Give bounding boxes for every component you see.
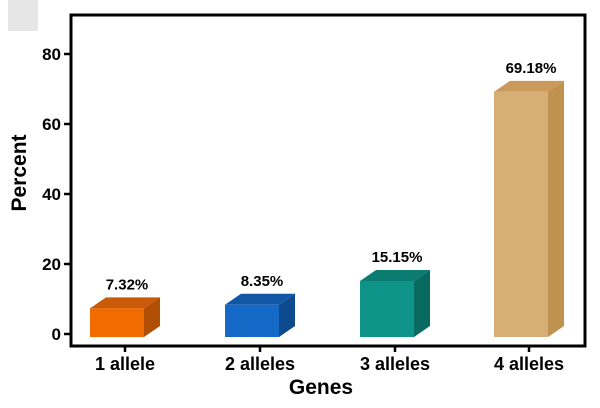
x-axis: 1 allele 2 alleles 3 alleles 4 alleles (95, 346, 564, 374)
x-tick-label: 1 allele (95, 354, 155, 374)
y-axis: 0 20 40 60 80 (42, 45, 71, 344)
x-axis-title: Genes (289, 376, 353, 399)
y-tick-label: 0 (52, 325, 61, 344)
y-axis-title: Percent (8, 134, 31, 211)
y-tick-label: 40 (42, 185, 61, 204)
x-tick-label: 3 alleles (360, 354, 430, 374)
bar-side (144, 297, 160, 337)
bar-side (279, 293, 295, 337)
y-tick-label: 60 (42, 115, 61, 134)
bar: 15.15% (360, 249, 430, 337)
data-label: 7.32% (106, 276, 149, 293)
bar: 69.18% (494, 60, 564, 338)
bar: 7.32% (90, 276, 160, 337)
data-label: 15.15% (372, 249, 423, 266)
bar-top (494, 80, 564, 92)
corner-mark (8, 0, 38, 31)
y-tick-label: 20 (42, 255, 61, 274)
bar-front (494, 91, 548, 338)
bar-front (225, 304, 279, 337)
bars-layer: 7.32% 8.35% 15.15% 69.18% (90, 60, 564, 338)
data-label: 8.35% (241, 273, 284, 290)
bar-top (90, 297, 160, 309)
plot-frame (69, 13, 587, 348)
bar-side (414, 269, 430, 337)
x-tick-label: 2 alleles (225, 354, 295, 374)
bar-top (225, 293, 295, 305)
bar-top (360, 269, 430, 281)
bar-front (360, 280, 414, 337)
x-tick-label: 4 alleles (494, 354, 564, 374)
data-label: 69.18% (506, 60, 557, 77)
bar-front (90, 308, 144, 337)
bar-side (548, 80, 564, 338)
y-tick-label: 80 (42, 45, 61, 64)
bar: 8.35% (225, 273, 295, 337)
